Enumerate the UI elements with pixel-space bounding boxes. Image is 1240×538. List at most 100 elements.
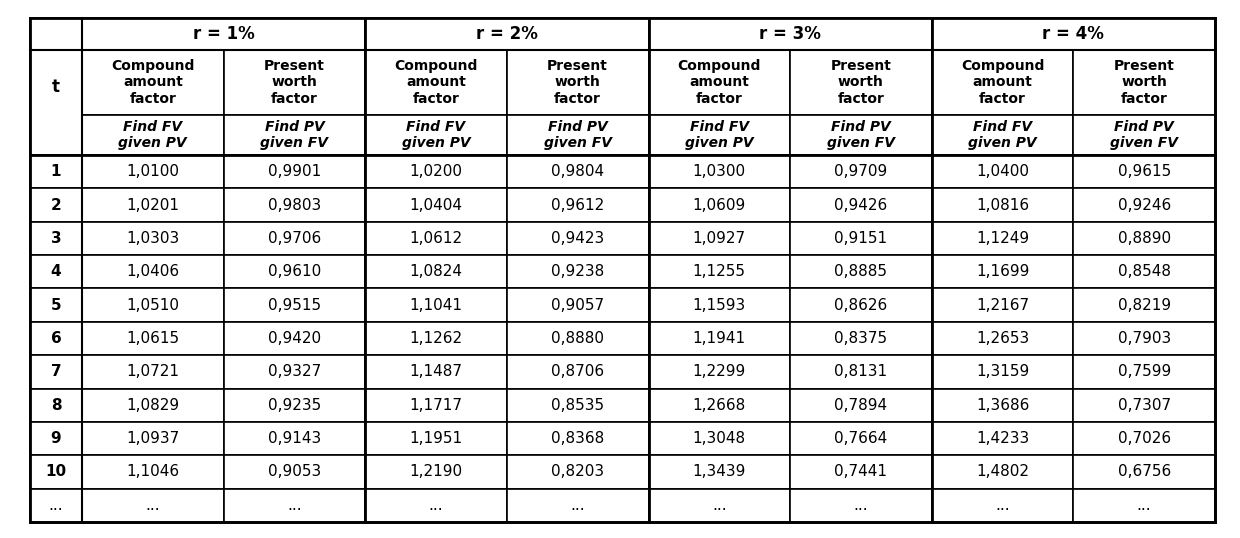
- Bar: [931, 355, 1074, 388]
- Bar: [790, 50, 931, 115]
- Text: 0,9423: 0,9423: [551, 231, 604, 246]
- Text: ...: ...: [1137, 498, 1152, 513]
- Text: 1,0200: 1,0200: [409, 164, 463, 179]
- Bar: [366, 188, 507, 222]
- Text: given PV: given PV: [119, 136, 187, 150]
- Text: 1,4233: 1,4233: [976, 431, 1029, 446]
- Text: 0,6756: 0,6756: [1117, 464, 1171, 479]
- Text: 0,9057: 0,9057: [551, 298, 604, 313]
- Text: 0,8368: 0,8368: [551, 431, 604, 446]
- Text: amount: amount: [972, 75, 1033, 89]
- Text: 1,0201: 1,0201: [126, 197, 180, 213]
- Bar: [82, 288, 223, 322]
- Text: 0,9901: 0,9901: [268, 164, 321, 179]
- Text: r = 2%: r = 2%: [476, 25, 538, 43]
- Bar: [366, 155, 507, 188]
- Bar: [931, 322, 1074, 355]
- Text: 4: 4: [51, 264, 61, 279]
- Text: 0,7903: 0,7903: [1117, 331, 1171, 346]
- Bar: [649, 288, 790, 322]
- Text: 0,9053: 0,9053: [268, 464, 321, 479]
- Bar: [649, 322, 790, 355]
- Text: 0,9151: 0,9151: [835, 231, 888, 246]
- Text: 0,9612: 0,9612: [551, 197, 604, 213]
- Text: 1,0829: 1,0829: [126, 398, 180, 413]
- Text: ...: ...: [570, 498, 585, 513]
- Bar: [1074, 188, 1215, 222]
- Text: 1,3048: 1,3048: [693, 431, 746, 446]
- Text: 1,1262: 1,1262: [409, 331, 463, 346]
- Text: 0,7664: 0,7664: [835, 431, 888, 446]
- Bar: [649, 422, 790, 455]
- Text: 0,8548: 0,8548: [1117, 264, 1171, 279]
- Text: amount: amount: [689, 75, 749, 89]
- Bar: [30, 222, 82, 255]
- Bar: [649, 50, 790, 115]
- Text: ...: ...: [145, 498, 160, 513]
- Bar: [931, 115, 1074, 155]
- Bar: [30, 255, 82, 288]
- Text: 0,8535: 0,8535: [551, 398, 604, 413]
- Text: 1,1041: 1,1041: [409, 298, 463, 313]
- Text: 0,8626: 0,8626: [835, 298, 888, 313]
- Bar: [82, 388, 223, 422]
- Bar: [223, 115, 366, 155]
- Text: 0,9246: 0,9246: [1117, 197, 1171, 213]
- Text: 1,2299: 1,2299: [693, 364, 746, 379]
- Text: 1,0400: 1,0400: [976, 164, 1029, 179]
- Bar: [82, 155, 223, 188]
- Bar: [1074, 50, 1215, 115]
- Text: 0,9420: 0,9420: [268, 331, 321, 346]
- Bar: [366, 422, 507, 455]
- Bar: [649, 255, 790, 288]
- Text: 1,0937: 1,0937: [126, 431, 180, 446]
- Bar: [507, 188, 649, 222]
- Bar: [1074, 422, 1215, 455]
- Text: 0,8375: 0,8375: [835, 331, 888, 346]
- Text: 1,4802: 1,4802: [976, 464, 1029, 479]
- Text: 1,0404: 1,0404: [409, 197, 463, 213]
- Bar: [223, 188, 366, 222]
- Bar: [931, 18, 1215, 50]
- Text: r = 4%: r = 4%: [1043, 25, 1105, 43]
- Text: given FV: given FV: [260, 136, 329, 150]
- Bar: [1074, 155, 1215, 188]
- Text: 0,7894: 0,7894: [835, 398, 888, 413]
- Text: 1,2653: 1,2653: [976, 331, 1029, 346]
- Text: Find PV: Find PV: [264, 120, 325, 134]
- Bar: [649, 489, 790, 522]
- Bar: [790, 255, 931, 288]
- Text: amount: amount: [123, 75, 182, 89]
- Text: 0,9706: 0,9706: [268, 231, 321, 246]
- Text: given FV: given FV: [543, 136, 611, 150]
- Bar: [82, 489, 223, 522]
- Text: 0,8131: 0,8131: [835, 364, 888, 379]
- Text: ...: ...: [712, 498, 727, 513]
- Text: 1,0406: 1,0406: [126, 264, 180, 279]
- Bar: [507, 388, 649, 422]
- Text: ...: ...: [48, 498, 63, 513]
- Bar: [223, 322, 366, 355]
- Text: 0,9327: 0,9327: [268, 364, 321, 379]
- Text: Find FV: Find FV: [123, 120, 182, 134]
- Text: 0,9235: 0,9235: [268, 398, 321, 413]
- Bar: [1074, 288, 1215, 322]
- Text: 0,7599: 0,7599: [1117, 364, 1171, 379]
- Bar: [649, 388, 790, 422]
- Bar: [223, 388, 366, 422]
- Text: Find PV: Find PV: [548, 120, 608, 134]
- Text: Compound: Compound: [112, 59, 195, 73]
- Text: 0,9610: 0,9610: [268, 264, 321, 279]
- Text: 1,0816: 1,0816: [976, 197, 1029, 213]
- Text: 1,0824: 1,0824: [409, 264, 463, 279]
- Text: 3: 3: [51, 231, 61, 246]
- Text: amount: amount: [407, 75, 466, 89]
- Text: 1,1717: 1,1717: [409, 398, 463, 413]
- Text: Present: Present: [547, 59, 608, 73]
- Bar: [30, 489, 82, 522]
- Bar: [649, 18, 931, 50]
- Bar: [931, 422, 1074, 455]
- Bar: [790, 489, 931, 522]
- Text: r = 1%: r = 1%: [192, 25, 254, 43]
- Bar: [223, 489, 366, 522]
